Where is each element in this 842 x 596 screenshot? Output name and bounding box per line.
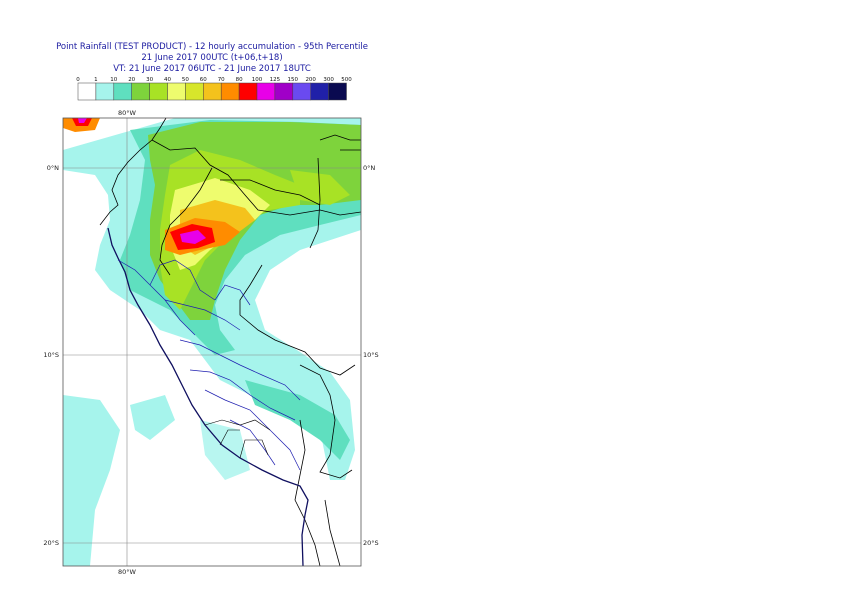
legend-threshold-label: 1 — [94, 77, 98, 83]
legend-color-box — [149, 82, 168, 101]
legend-threshold-label: 10 — [110, 77, 117, 83]
legend-threshold-label: 20 — [128, 77, 135, 83]
lat-label-10-left: 10°S — [43, 351, 59, 359]
regional-borders — [117, 259, 301, 471]
legend-threshold-label: 500 — [341, 77, 352, 83]
legend-boxes — [77, 82, 347, 101]
lat-label-10-right: 10°S — [363, 351, 379, 359]
legend-threshold-label: 60 — [200, 77, 207, 83]
lat-label-0-right: 0°N — [363, 164, 375, 172]
legend-threshold-label: 30 — [146, 77, 153, 83]
legend-color-box — [328, 82, 347, 101]
rainfall-field — [63, 118, 361, 566]
map-title: Point Rainfall (TEST PRODUCT) - 12 hourl… — [56, 42, 368, 52]
legend-color-box — [131, 82, 150, 101]
legend-threshold-label: 80 — [236, 77, 243, 83]
district-borders — [204, 419, 271, 459]
legend-color-box — [167, 82, 186, 101]
lat-label-20-right: 20°S — [363, 539, 379, 547]
legend-threshold-label: 50 — [182, 77, 189, 83]
legend-threshold-label: 100 — [252, 77, 263, 83]
lon-label-bottom: 80°W — [118, 568, 137, 576]
base-time: 21 June 2017 00UTC (t+06,t+18) — [141, 53, 283, 63]
legend-color-box — [292, 82, 311, 101]
lat-label-20-left: 20°S — [43, 539, 59, 547]
legend-labels: 0 1 10 20 30 40 50 60 70 80 100 125 150 200 300 500 — [76, 77, 352, 83]
legend-color-box — [256, 82, 276, 101]
legend-color-box — [203, 82, 222, 101]
graticule — [63, 118, 361, 566]
lon-label-top: 80°W — [118, 109, 137, 117]
legend-threshold-label: 200 — [305, 77, 316, 83]
legend-threshold-label: 300 — [323, 77, 334, 83]
legend-threshold-label: 125 — [270, 77, 281, 83]
valid-time: VT: 21 June 2017 06UTC - 21 June 2017 18… — [113, 64, 311, 74]
legend-color-box — [220, 82, 240, 101]
legend-threshold-label: 150 — [288, 77, 299, 83]
legend-color-box — [77, 82, 97, 101]
legend-color-box — [95, 82, 115, 101]
legend-color-box — [310, 82, 329, 101]
coastline — [107, 227, 309, 566]
legend-color-box — [185, 82, 204, 101]
lat-label-0-left: 0°N — [47, 164, 59, 172]
legend-threshold-label: 0 — [76, 77, 80, 83]
legend-color-box — [238, 82, 258, 101]
legend-threshold-label: 70 — [218, 77, 225, 83]
color-legend: 0 1 10 20 30 40 50 60 70 80 100 125 150 200 300 500 — [76, 77, 352, 101]
legend-color-box — [113, 82, 132, 101]
legend-threshold-label: 40 — [164, 77, 171, 83]
legend-color-box — [274, 82, 294, 101]
country-borders — [99, 118, 361, 566]
